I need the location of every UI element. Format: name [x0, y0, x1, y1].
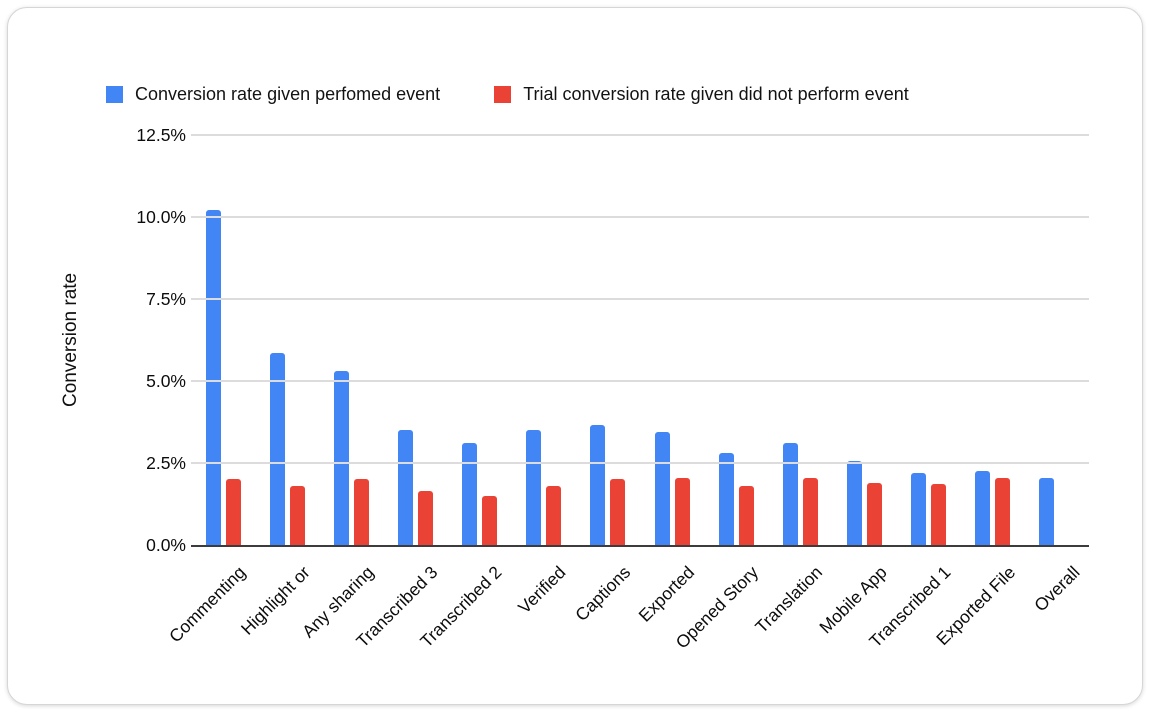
- bar: [289, 486, 305, 545]
- x-tick-label: Verified: [514, 562, 570, 618]
- x-axis-labels: Commenting Highlight or Any sharing Transcr…: [165, 545, 1089, 704]
- bar: [931, 484, 947, 545]
- x-tick-label: Commenting: [164, 562, 250, 647]
- x-tick-label: Overall: [1029, 562, 1084, 616]
- bar-group: [255, 135, 319, 545]
- x-tick-label: Captions: [571, 562, 635, 625]
- bar: [333, 371, 349, 545]
- y-tick-label: 7.5%: [146, 289, 186, 309]
- bar: [718, 453, 734, 545]
- legend-item-performed: Conversion rate given perfomed event: [106, 84, 440, 105]
- plot-area: [191, 134, 1089, 547]
- bar: [462, 443, 478, 545]
- bar: [590, 425, 606, 545]
- x-axis-line: [191, 545, 1089, 547]
- bar-group: [191, 135, 255, 545]
- bar-group: [1025, 135, 1089, 545]
- bar-group: [768, 135, 832, 545]
- bar-group: [897, 135, 961, 545]
- bar: [1039, 477, 1055, 545]
- gridline: [191, 462, 1089, 464]
- bar: [205, 210, 221, 545]
- legend-label-not-performed: Trial conversion rate given did not perf…: [523, 84, 909, 104]
- bar-group: [576, 135, 640, 545]
- bar: [269, 353, 285, 545]
- x-tick-label: Exported: [634, 562, 699, 626]
- x-tick-label: Translation: [751, 562, 827, 637]
- bar: [738, 486, 754, 545]
- chart-card: Conversion rate given perfomed event Tri…: [7, 7, 1143, 705]
- bar-group: [448, 135, 512, 545]
- bar: [866, 482, 882, 545]
- bar: [846, 461, 862, 545]
- bar: [610, 479, 626, 545]
- y-tick-label: 0.0%: [146, 535, 186, 555]
- y-tick-label: 10.0%: [136, 207, 186, 227]
- chart-legend: Conversion rate given perfomed event Tri…: [106, 84, 909, 105]
- bar: [526, 430, 542, 545]
- legend-item-not-performed: Trial conversion rate given did not perf…: [494, 84, 909, 105]
- bar: [975, 471, 991, 545]
- y-tick-label: 5.0%: [146, 371, 186, 391]
- bar: [911, 472, 927, 545]
- bar: [674, 477, 690, 545]
- bar: [802, 477, 818, 545]
- bar: [654, 431, 670, 545]
- bar-group: [961, 135, 1025, 545]
- bar: [782, 443, 798, 545]
- y-axis-title: Conversion rate: [60, 272, 81, 408]
- bar: [353, 479, 369, 545]
- legend-label-performed: Conversion rate given perfomed event: [135, 84, 441, 104]
- bar-group: [383, 135, 447, 545]
- legend-swatch-red-icon: [494, 86, 512, 103]
- gridline: [191, 380, 1089, 382]
- bar-group: [319, 135, 383, 545]
- bar: [482, 495, 498, 545]
- bar-group: [832, 135, 896, 545]
- bar-group: [512, 135, 576, 545]
- y-tick-label: 12.5%: [136, 125, 186, 145]
- bar: [397, 430, 413, 545]
- y-tick-label: 2.5%: [146, 453, 186, 473]
- gridline: [191, 216, 1089, 218]
- bar: [225, 479, 241, 545]
- gridline: [191, 298, 1089, 300]
- bar-group: [640, 135, 704, 545]
- bar-groups: [191, 135, 1089, 545]
- bar-group: [704, 135, 768, 545]
- bar: [417, 490, 433, 545]
- gridline: [191, 134, 1089, 136]
- legend-swatch-blue-icon: [106, 86, 123, 103]
- bar: [995, 477, 1011, 545]
- bar: [546, 486, 562, 545]
